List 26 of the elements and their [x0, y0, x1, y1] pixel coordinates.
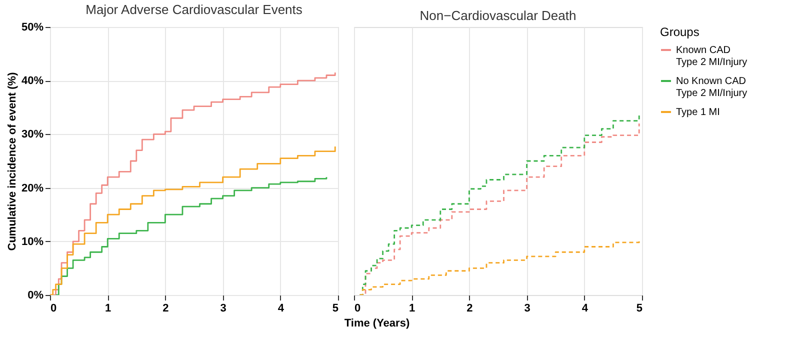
- x-axis-title: Time (Years): [344, 318, 410, 330]
- chart-title: Non−Cardiovascular Death: [420, 8, 576, 23]
- x-tick-label: 2: [162, 302, 169, 314]
- x-tick-label: 0: [50, 302, 57, 314]
- legend-label: Type 1 MI: [676, 107, 720, 118]
- y-tick-label: 30%: [21, 128, 44, 141]
- x-tick-label: 3: [524, 302, 530, 314]
- x-tick-label: 3: [220, 302, 226, 314]
- y-tick-label: 20%: [21, 182, 44, 194]
- x-tick-label: 4: [278, 302, 285, 314]
- legend-label: Known CAD Type 2 MI/Injury: [676, 45, 748, 68]
- x-tick-label: 5: [332, 302, 338, 314]
- y-axis-title: Cumulative incidence of event (%): [6, 72, 18, 251]
- x-tick-label: 1: [105, 302, 112, 314]
- y-tick-label: 0%: [28, 290, 44, 302]
- y-tick-label: 10%: [21, 236, 44, 248]
- x-tick-label: 5: [636, 302, 642, 314]
- x-tick-label: 4: [582, 302, 589, 314]
- chart-title: Major Adverse Cardiovascular Events: [86, 2, 303, 17]
- y-tick-label: 40%: [21, 75, 44, 88]
- legend-label: No Known CAD Type 2 MI/Injury: [676, 76, 748, 99]
- x-tick-label: 0: [354, 302, 361, 314]
- x-tick-label: 1: [409, 302, 416, 314]
- legend-title: Groups: [660, 25, 700, 39]
- x-tick-label: 2: [466, 302, 473, 314]
- y-tick-label: 50%: [21, 22, 44, 34]
